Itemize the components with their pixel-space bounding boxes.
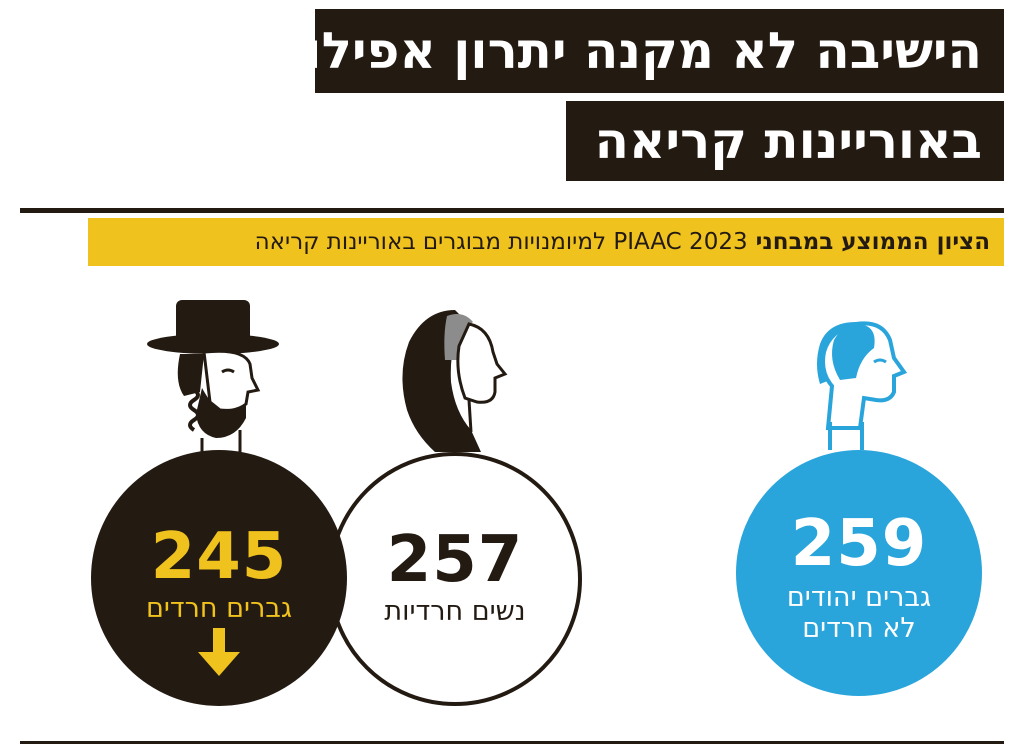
title-line-1-text: הישיבה לא מקנה יתרון אפילו <box>304 22 982 80</box>
circle-non-haredi-men: 259 גברים יהודים לא חרדים <box>736 450 982 696</box>
title-line-2-text: באוריינות קריאה <box>594 112 982 170</box>
subtitle-regular: PIAAC 2023 למיומנויות מבוגרים באוריינות … <box>254 229 748 255</box>
haredi-women-label: נשים חרדיות <box>384 596 526 627</box>
haredi-man-icon <box>147 300 279 452</box>
circle-haredi-men: 245 גברים חרדים <box>91 450 347 706</box>
non-haredi-men-label-line1: גברים יהודים <box>786 582 932 613</box>
subtitle-bar: הציון הממוצע במבחני PIAAC 2023 למיומנויו… <box>88 218 1004 266</box>
bottom-divider <box>20 741 1004 744</box>
down-arrow-icon <box>198 628 240 676</box>
haredi-women-score: 257 <box>386 523 524 597</box>
circle-haredi-women: 257 נשים חרדיות <box>328 452 582 706</box>
haredi-woman-icon <box>402 310 508 452</box>
non-haredi-men-label: גברים יהודים לא חרדים <box>787 582 931 644</box>
title-line-2: באוריינות קריאה <box>566 101 1004 181</box>
subtitle-bold: הציון הממוצע במבחני <box>755 229 990 255</box>
haredi-men-label: גברים חרדים <box>145 593 293 624</box>
haredi-men-score: 245 <box>150 520 288 594</box>
title-line-1: הישיבה לא מקנה יתרון אפילו <box>304 9 1004 93</box>
non-haredi-man-icon <box>817 321 908 450</box>
non-haredi-men-label-line2: לא חרדים <box>802 613 916 645</box>
top-divider <box>20 208 1004 213</box>
non-haredi-men-score: 259 <box>790 507 928 581</box>
